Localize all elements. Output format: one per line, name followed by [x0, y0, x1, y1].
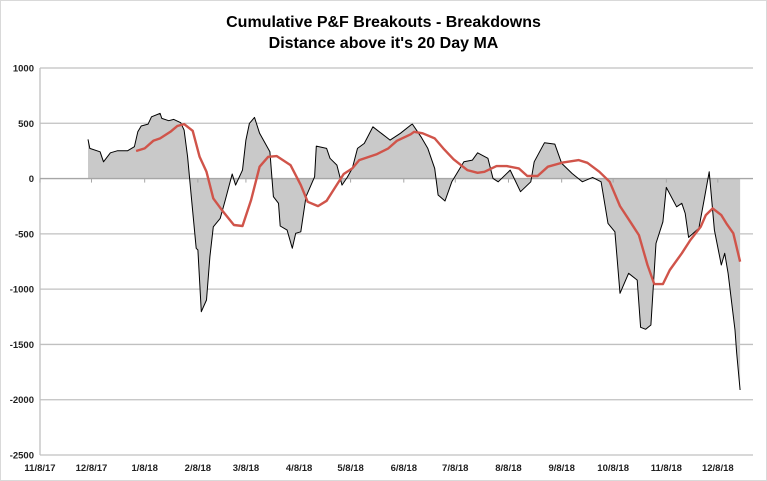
x-tick-label: 10/8/18 — [597, 463, 629, 474]
x-tick-label: 1/8/18 — [131, 463, 157, 474]
x-tick-label: 11/8/17 — [24, 463, 55, 474]
x-tick-label: 7/8/18 — [442, 463, 468, 474]
y-tick-label: -2000 — [10, 395, 34, 406]
x-tick-label: 2/8/18 — [185, 463, 211, 474]
x-tick-label: 12/8/18 — [702, 463, 734, 474]
y-tick-label: 1000 — [13, 64, 34, 75]
chart-title: Cumulative P&F Breakouts - Breakdowns — [226, 14, 541, 31]
series-breakouts-line — [87, 112, 741, 391]
x-tick-label: 4/8/18 — [286, 463, 312, 474]
x-tick-label: 9/8/18 — [548, 463, 574, 474]
x-tick-label: 6/8/18 — [391, 463, 417, 474]
series-area-fill — [88, 113, 741, 391]
x-tick-label: 8/8/18 — [495, 463, 521, 474]
x-tick-label: 12/8/17 — [76, 463, 108, 474]
x-tick-label: 11/8/18 — [651, 463, 682, 474]
series-20-day-ma-line — [135, 122, 742, 286]
y-tick-label: -2500 — [10, 451, 34, 462]
y-tick-label: -500 — [15, 229, 34, 240]
chart-subtitle: Distance above it's 20 Day MA — [268, 35, 499, 52]
y-tick-label: -1000 — [10, 285, 34, 296]
y-tick-label: 500 — [18, 119, 34, 130]
chart-title-block: Cumulative P&F Breakouts - Breakdowns Di… — [0, 12, 767, 54]
y-tick-label: 0 — [29, 174, 34, 185]
y-tick-label: -1500 — [10, 340, 34, 351]
x-tick-label: 5/8/18 — [337, 463, 363, 474]
x-tick-label: 3/8/18 — [233, 463, 259, 474]
